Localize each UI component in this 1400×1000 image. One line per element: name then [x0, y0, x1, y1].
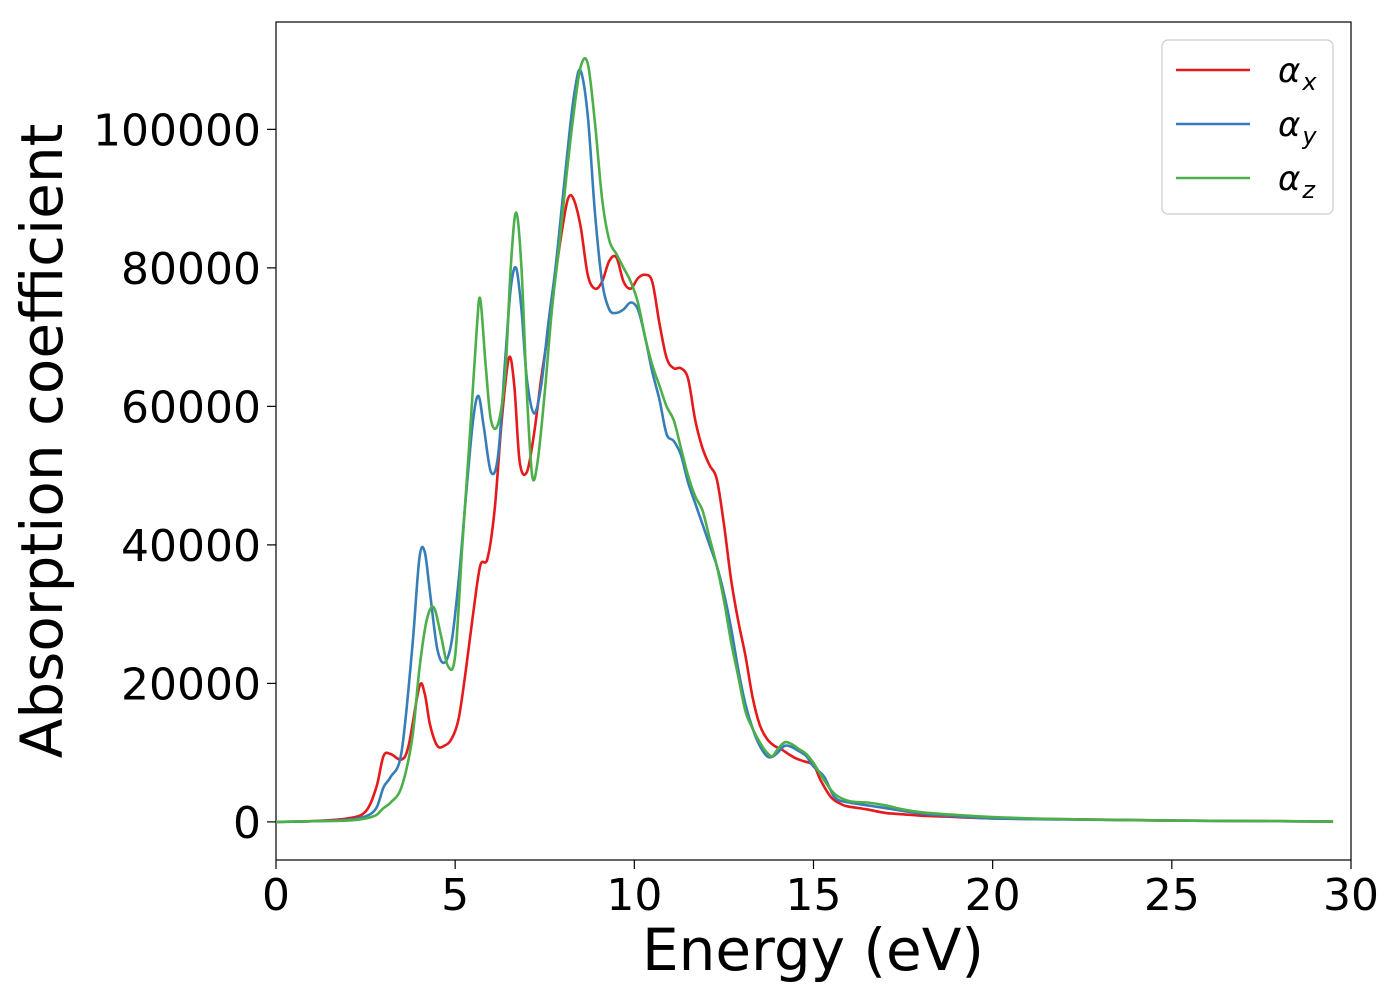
y-axis-title: Absorption coefficient: [8, 124, 76, 759]
x-axis-ticks: 0 5 10 15 20 25 30: [262, 860, 1379, 921]
legend-box: [1161, 39, 1334, 215]
series-line-x: [275, 193, 1334, 824]
y-tick-label: 20000: [121, 659, 261, 710]
series-line-y: [275, 68, 1334, 824]
y-axis-ticks: 0 20000 40000 60000 80000 100000: [93, 105, 276, 849]
x-tick-label: 5: [441, 870, 469, 921]
y-tick-label: 100000: [93, 105, 261, 156]
y-tick-label: 0: [233, 798, 261, 849]
x-tick-label: 25: [1144, 870, 1200, 921]
series-layer: [275, 57, 1334, 824]
x-axis-title: Energy (eV): [642, 916, 984, 984]
x-tick-label: 15: [786, 870, 842, 921]
x-tick-label: 20: [965, 870, 1021, 921]
y-tick-label: 40000: [121, 521, 261, 572]
y-tick-label: 80000: [121, 244, 261, 295]
series-line-z: [275, 57, 1334, 824]
x-tick-label: 10: [606, 870, 662, 921]
x-tick-label: 30: [1323, 870, 1379, 921]
x-tick-label: 0: [262, 870, 290, 921]
y-tick-label: 60000: [121, 382, 261, 433]
